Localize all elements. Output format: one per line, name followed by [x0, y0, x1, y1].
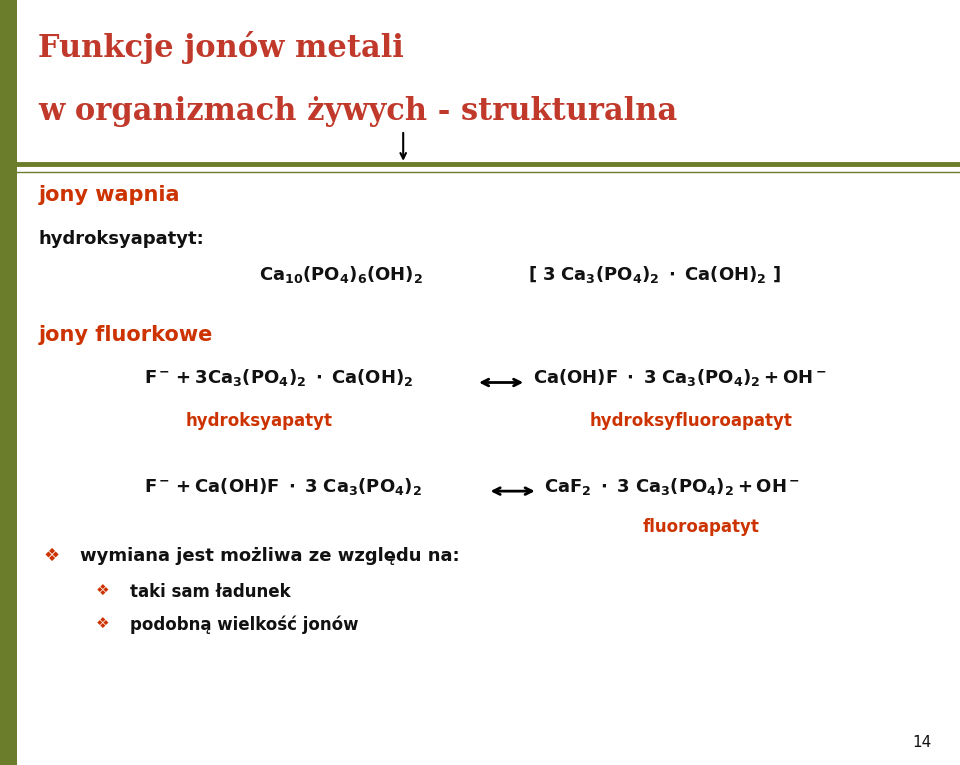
Text: $\mathbf{[\ 3\ Ca_3(PO_4)_2\ \cdot\ Ca(OH)_2\ ]}$: $\mathbf{[\ 3\ Ca_3(PO_4)_2\ \cdot\ Ca(O…	[528, 264, 780, 285]
Text: taki sam ładunek: taki sam ładunek	[130, 583, 290, 601]
Text: fluoroapatyt: fluoroapatyt	[642, 518, 759, 536]
Text: jony fluorkowe: jony fluorkowe	[38, 325, 213, 345]
Text: $\mathbf{F^- + 3Ca_3(PO_4)_2\ \cdot\ Ca(OH)_2}$: $\mathbf{F^- + 3Ca_3(PO_4)_2\ \cdot\ Ca(…	[144, 367, 414, 388]
Text: ❖: ❖	[43, 547, 60, 565]
Text: jony wapnia: jony wapnia	[38, 185, 180, 205]
Text: wymiana jest możliwa ze względu na:: wymiana jest możliwa ze względu na:	[80, 547, 459, 565]
Text: hydroksyapatyt: hydroksyapatyt	[185, 412, 333, 430]
Bar	[0, 0, 17, 765]
Text: $\mathbf{Ca_{10}(PO_4)_6(OH)_2}$: $\mathbf{Ca_{10}(PO_4)_6(OH)_2}$	[259, 264, 423, 285]
Text: hydroksyfluoroapatyt: hydroksyfluoroapatyt	[589, 412, 793, 430]
Text: w organizmach żywych - strukturalna: w organizmach żywych - strukturalna	[38, 96, 678, 127]
Text: $\mathbf{Ca(OH)F\ \cdot\ 3\ Ca_3(PO_4)_2 + OH^-}$: $\mathbf{Ca(OH)F\ \cdot\ 3\ Ca_3(PO_4)_2…	[533, 367, 827, 388]
Text: ❖: ❖	[96, 616, 109, 631]
Text: podobną wielkość jonów: podobną wielkość jonów	[130, 616, 358, 634]
Text: 14: 14	[912, 734, 931, 750]
Text: hydroksyapatyt:: hydroksyapatyt:	[38, 230, 204, 248]
Text: $\mathbf{CaF_2\ \cdot\ 3\ Ca_3(PO_4)_2 + OH^-}$: $\mathbf{CaF_2\ \cdot\ 3\ Ca_3(PO_4)_2 +…	[544, 476, 801, 496]
Text: ❖: ❖	[96, 583, 109, 598]
Text: $\mathbf{F^- + Ca(OH)F\ \cdot\ 3\ Ca_3(PO_4)_2}$: $\mathbf{F^- + Ca(OH)F\ \cdot\ 3\ Ca_3(P…	[144, 476, 422, 496]
Text: Funkcje jonów metali: Funkcje jonów metali	[38, 31, 404, 63]
